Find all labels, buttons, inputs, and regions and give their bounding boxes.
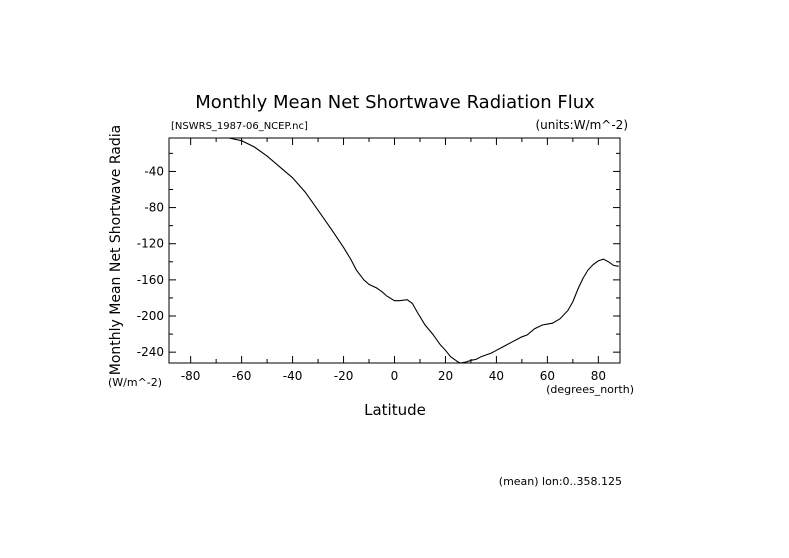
x-tick-label: -20 xyxy=(334,369,354,383)
y-tick-label: -160 xyxy=(137,273,164,287)
y-axis-label: Monthly Mean Net Shortwave Radia xyxy=(108,125,124,375)
x-axis-units: (degrees_north) xyxy=(546,383,634,396)
x-axis-label: Latitude xyxy=(364,401,426,419)
x-tick-label: 60 xyxy=(540,369,555,383)
series-line xyxy=(228,137,619,364)
chart-subtitle-right: (units:W/m^-2) xyxy=(535,118,628,132)
x-tick-label: -40 xyxy=(283,369,303,383)
y-tick-label: -240 xyxy=(137,345,164,359)
chart-footer: (mean) lon:0..358.125 xyxy=(499,475,622,488)
chart-subtitle-left: [NSWRS_1987-06_NCEP.nc] xyxy=(171,121,308,132)
x-tick-label: 40 xyxy=(489,369,504,383)
plot-area: -80 -60 -40 -20 0 20 40 60 80-40-80-120-160-200-… xyxy=(137,137,621,383)
x-tick-label: 80 xyxy=(591,369,606,383)
x-tick-label: -80 xyxy=(181,369,201,383)
y-tick-label: -80 xyxy=(144,201,164,215)
y-tick-label: -40 xyxy=(144,164,164,178)
x-tick-label: 0 xyxy=(391,369,399,383)
y-tick-label: -200 xyxy=(137,309,164,323)
y-tick-label: -120 xyxy=(137,237,164,251)
x-tick-label: 20 xyxy=(438,369,453,383)
y-axis-units: (W/m^-2) xyxy=(108,376,162,389)
chart-title: Monthly Mean Net Shortwave Radiation Flu… xyxy=(195,92,595,113)
x-tick-label: -60 xyxy=(232,369,252,383)
